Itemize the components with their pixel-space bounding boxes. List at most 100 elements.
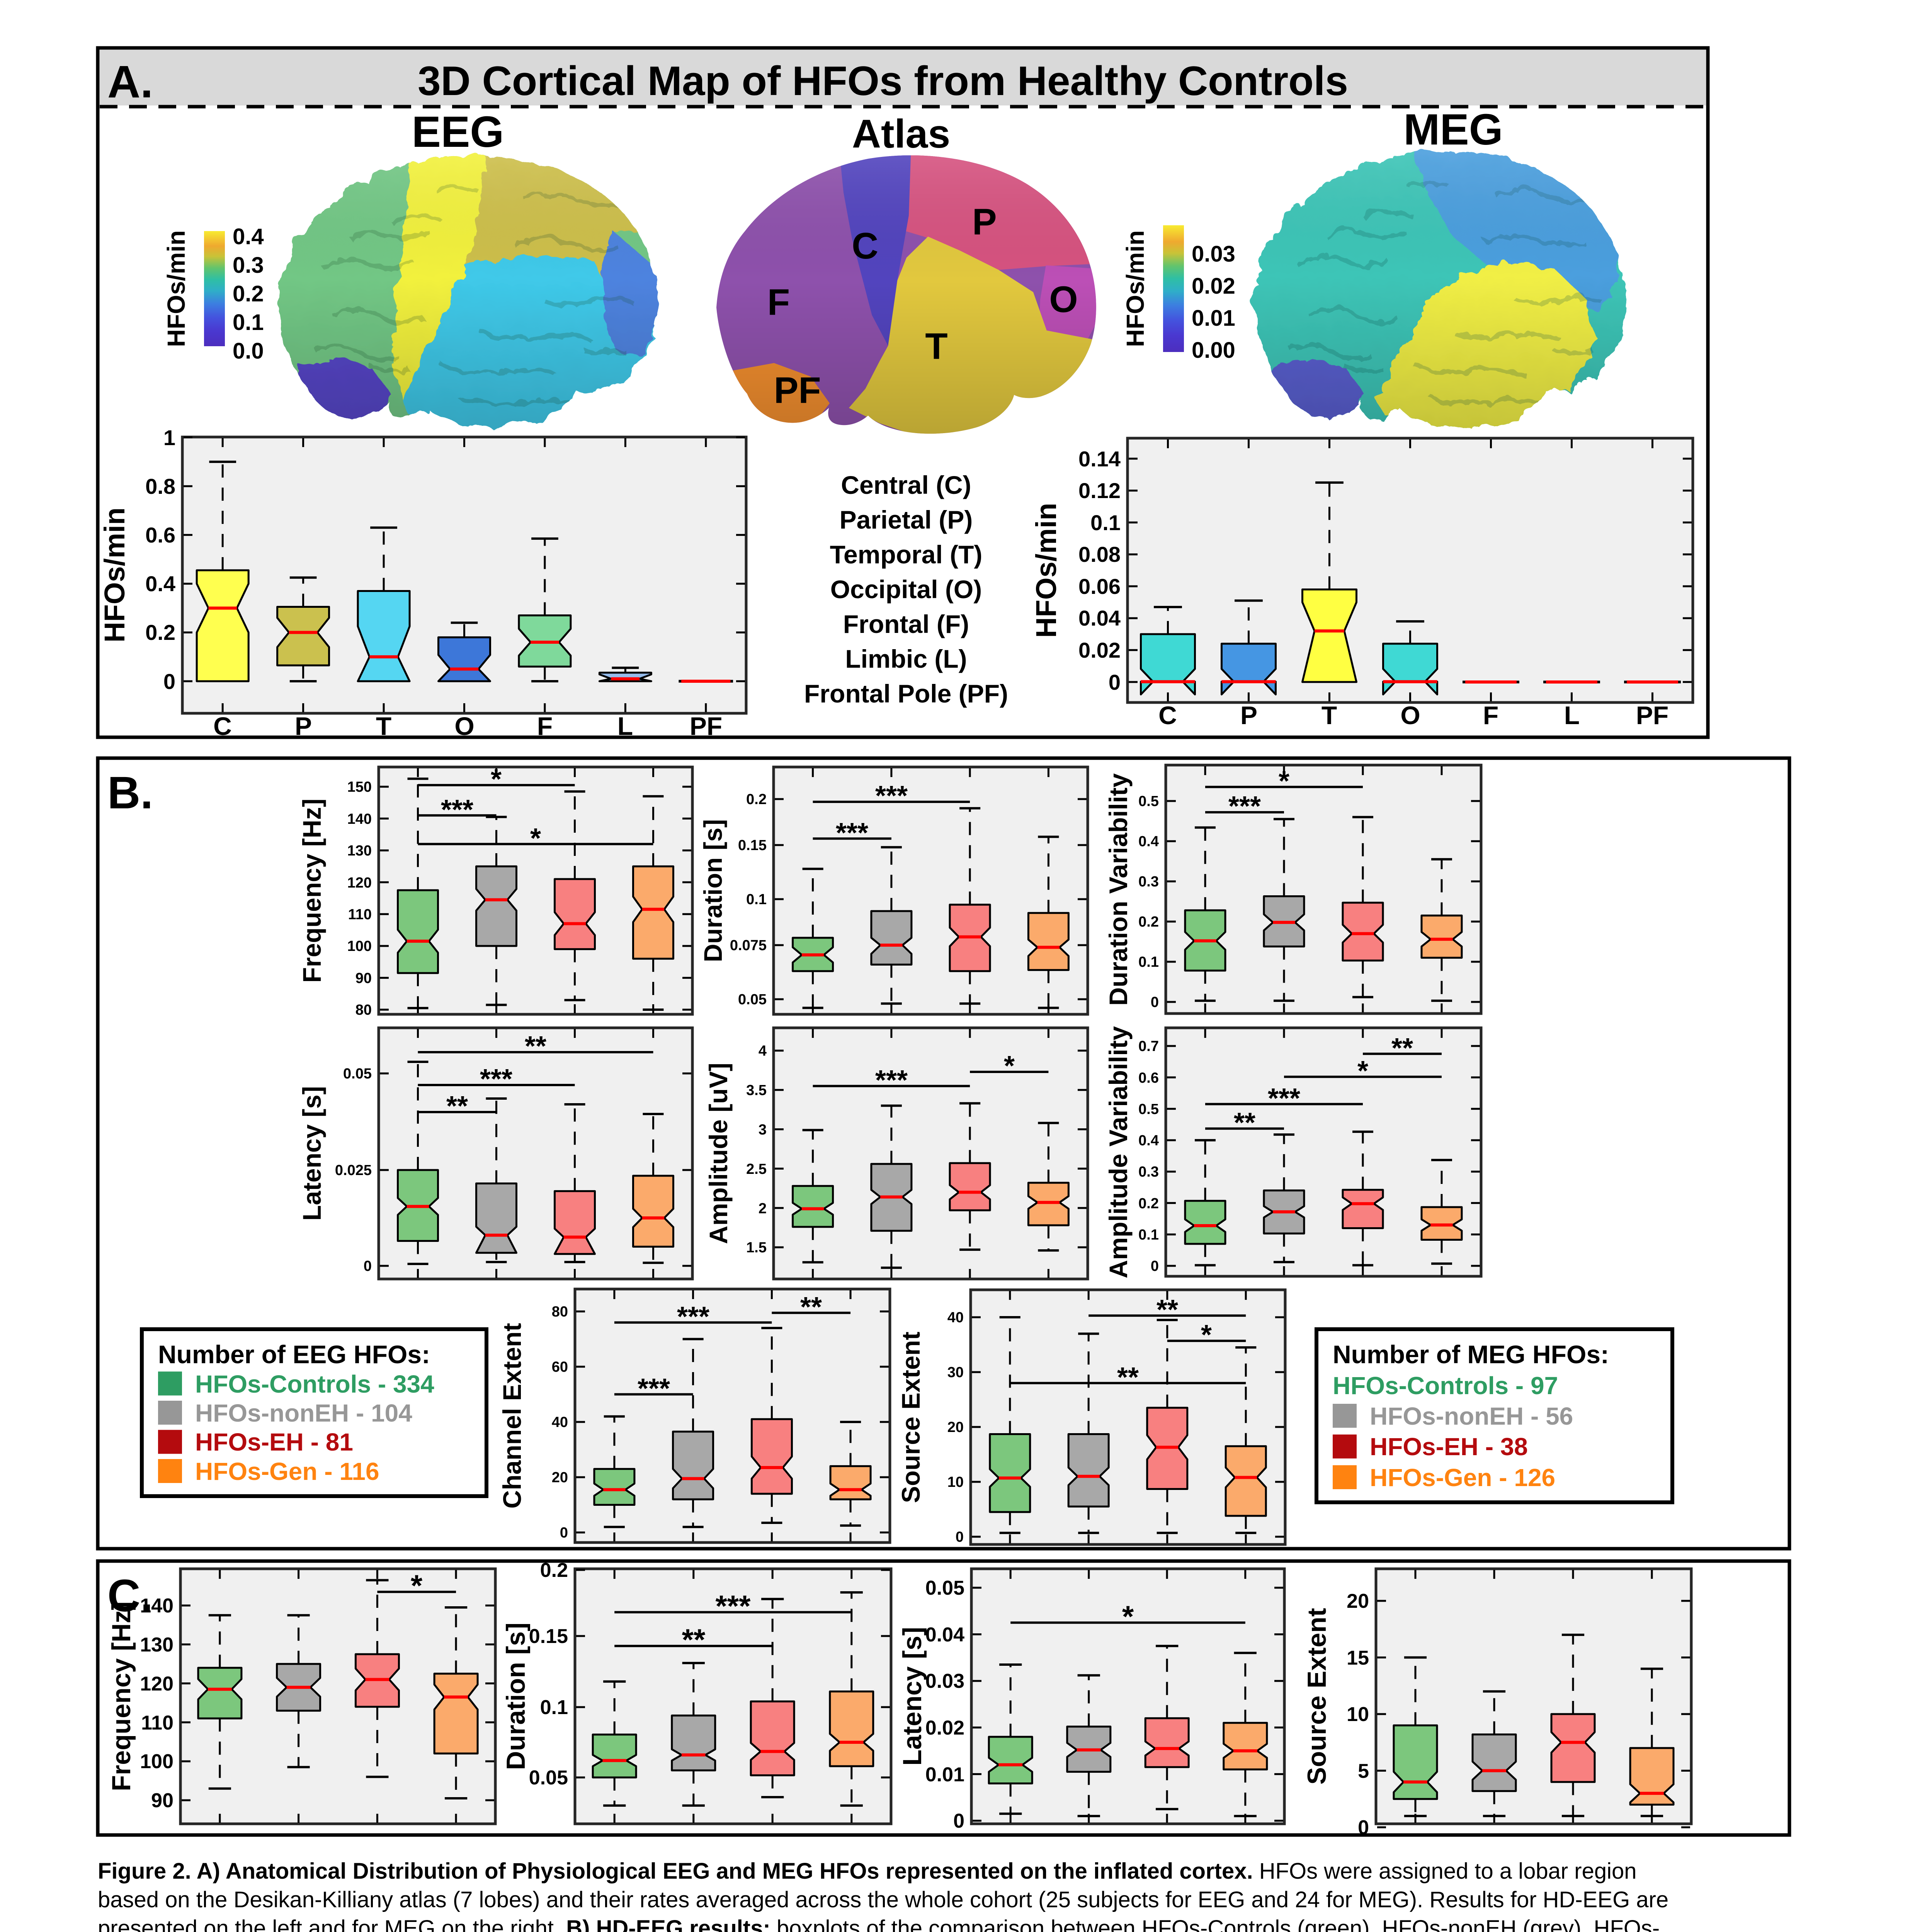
svg-text:Channel Extent: Channel Extent — [498, 1323, 526, 1509]
svg-text:0.4: 0.4 — [1138, 833, 1159, 850]
svg-text:Latency [s]: Latency [s] — [298, 1086, 326, 1221]
svg-text:EEG: EEG — [412, 107, 504, 156]
svg-text:0.5: 0.5 — [1138, 793, 1159, 810]
svg-text:60: 60 — [552, 1359, 568, 1375]
svg-text:0.6: 0.6 — [1138, 1070, 1159, 1086]
svg-text:80: 80 — [552, 1304, 568, 1320]
svg-text:P: P — [1240, 701, 1257, 730]
svg-text:0.1: 0.1 — [1138, 1227, 1159, 1243]
svg-text:based on the Desikan-Killiany: based on the Desikan-Killiany atlas (7 l… — [98, 1887, 1668, 1912]
svg-text:PF: PF — [774, 370, 821, 411]
svg-text:40: 40 — [552, 1414, 568, 1430]
svg-text:HFOs-nonEH - 104: HFOs-nonEH - 104 — [195, 1399, 412, 1427]
svg-text:15: 15 — [1347, 1647, 1369, 1669]
svg-text:0.2: 0.2 — [145, 620, 175, 645]
svg-text:0.2: 0.2 — [1138, 1196, 1159, 1212]
svg-text:Duration Variability: Duration Variability — [1104, 773, 1133, 1006]
svg-text:***: *** — [1228, 791, 1261, 822]
svg-text:1.5: 1.5 — [746, 1240, 767, 1256]
svg-text:HFOs-EH - 81: HFOs-EH - 81 — [195, 1428, 353, 1456]
svg-text:***: *** — [480, 1064, 512, 1095]
svg-text:HFOs/min: HFOs/min — [99, 507, 131, 642]
svg-text:Frequency [Hz]: Frequency [Hz] — [298, 799, 326, 983]
svg-text:0.4: 0.4 — [1138, 1133, 1159, 1149]
svg-text:L: L — [617, 712, 633, 740]
svg-text:**: ** — [800, 1292, 822, 1323]
svg-text:C: C — [213, 712, 232, 740]
svg-text:PF: PF — [690, 712, 722, 740]
svg-text:Duration [s]: Duration [s] — [699, 819, 727, 962]
svg-text:0: 0 — [956, 1529, 964, 1545]
svg-text:0.06: 0.06 — [1078, 574, 1121, 599]
svg-text:0: 0 — [1358, 1816, 1369, 1839]
svg-text:*: * — [530, 823, 541, 854]
svg-text:*: * — [1004, 1051, 1015, 1082]
svg-text:0.3: 0.3 — [1138, 1164, 1159, 1180]
svg-text:0.02: 0.02 — [925, 1717, 964, 1739]
svg-text:0.1: 0.1 — [233, 310, 264, 335]
svg-text:C: C — [852, 226, 878, 267]
svg-text:0.6: 0.6 — [145, 523, 175, 547]
svg-text:**: ** — [682, 1622, 706, 1656]
svg-text:90: 90 — [151, 1789, 173, 1812]
svg-text:0.04: 0.04 — [925, 1624, 964, 1646]
svg-text:T: T — [1321, 701, 1337, 730]
svg-text:40: 40 — [947, 1310, 964, 1326]
svg-text:Source Extent: Source Extent — [896, 1332, 925, 1503]
svg-text:3D Cortical Map of HFOs from H: 3D Cortical Map of HFOs from Healthy Con… — [418, 58, 1348, 104]
svg-text:Amplitude [uV]: Amplitude [uV] — [704, 1063, 733, 1244]
svg-text:0.8: 0.8 — [145, 474, 175, 498]
svg-text:O: O — [1400, 701, 1420, 730]
svg-text:Amplitude Variability: Amplitude Variability — [1104, 1026, 1133, 1278]
svg-text:140: 140 — [140, 1595, 173, 1617]
svg-text:0.05: 0.05 — [925, 1577, 964, 1599]
svg-text:0.5: 0.5 — [1138, 1101, 1159, 1117]
svg-text:F: F — [767, 282, 790, 323]
svg-text:0.3: 0.3 — [233, 253, 264, 278]
svg-text:Duration [s]: Duration [s] — [501, 1622, 531, 1770]
svg-text:Figure 2. A) Anatomical Distri: Figure 2. A) Anatomical Distribution of … — [98, 1859, 1637, 1884]
svg-text:0.02: 0.02 — [1192, 274, 1235, 299]
svg-text:Frontal (F): Frontal (F) — [843, 610, 969, 638]
svg-text:MEG: MEG — [1403, 105, 1503, 154]
svg-text:Frontal Pole (PF): Frontal Pole (PF) — [804, 679, 1008, 708]
svg-text:F: F — [1483, 701, 1498, 730]
svg-text:**: ** — [1156, 1294, 1178, 1325]
svg-text:HFOs/min: HFOs/min — [1030, 503, 1062, 638]
svg-text:P: P — [972, 201, 997, 242]
svg-text:O: O — [1049, 279, 1078, 320]
svg-text:2: 2 — [759, 1201, 767, 1217]
svg-text:0.05: 0.05 — [343, 1066, 372, 1082]
svg-text:0.2: 0.2 — [540, 1559, 568, 1582]
svg-text:120: 120 — [140, 1673, 173, 1695]
svg-text:0.2: 0.2 — [746, 791, 767, 808]
svg-text:20: 20 — [552, 1469, 568, 1486]
svg-text:0.05: 0.05 — [529, 1767, 568, 1789]
svg-text:0.3: 0.3 — [1138, 874, 1159, 890]
svg-text:0.02: 0.02 — [1078, 638, 1121, 662]
svg-text:0.4: 0.4 — [145, 571, 175, 596]
svg-text:3.5: 3.5 — [746, 1082, 767, 1099]
svg-text:0.15: 0.15 — [529, 1625, 568, 1648]
svg-text:0.2: 0.2 — [233, 281, 264, 306]
svg-text:0.1: 0.1 — [1138, 954, 1159, 970]
svg-text:***: *** — [638, 1373, 670, 1404]
svg-text:0.01: 0.01 — [925, 1764, 964, 1786]
svg-text:*: * — [1201, 1320, 1212, 1350]
svg-text:**: ** — [525, 1031, 546, 1062]
svg-text:T: T — [925, 326, 947, 367]
svg-text:0: 0 — [1151, 994, 1159, 1010]
svg-text:3: 3 — [759, 1122, 767, 1138]
svg-text:80: 80 — [355, 1002, 372, 1018]
svg-text:Atlas: Atlas — [852, 112, 950, 156]
svg-text:140: 140 — [347, 811, 372, 827]
svg-text:0.05: 0.05 — [738, 992, 767, 1008]
svg-text:20: 20 — [947, 1419, 964, 1435]
svg-text:HFOs-Controls - 97: HFOs-Controls - 97 — [1333, 1372, 1558, 1400]
svg-text:***: *** — [677, 1301, 709, 1332]
svg-text:**: ** — [1391, 1033, 1413, 1064]
svg-text:Central (C): Central (C) — [841, 471, 971, 499]
svg-text:0: 0 — [1151, 1258, 1159, 1274]
svg-text:*: * — [1122, 1599, 1134, 1633]
svg-text:0: 0 — [163, 669, 175, 694]
